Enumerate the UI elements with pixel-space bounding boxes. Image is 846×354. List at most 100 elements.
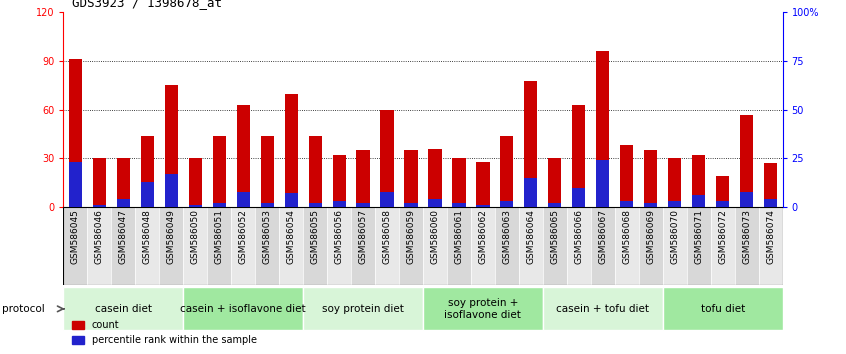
Bar [525,80,537,207]
Text: casein diet: casein diet [95,304,152,314]
Bar [500,201,514,207]
Bar [381,192,393,207]
Bar [117,158,130,207]
Bar [261,136,274,207]
Text: GSM586073: GSM586073 [742,210,751,264]
Text: GSM586063: GSM586063 [503,210,511,264]
Bar [404,150,418,207]
Bar [212,136,226,207]
Bar [237,192,250,207]
Text: GSM586074: GSM586074 [766,210,775,264]
Bar [428,199,442,207]
Bar [764,163,777,207]
Bar [375,207,399,285]
Bar [668,158,681,207]
Text: GSM586068: GSM586068 [623,210,631,264]
Text: GDS3923 / 1398678_at: GDS3923 / 1398678_at [72,0,222,9]
Bar [423,287,543,330]
Text: GSM586072: GSM586072 [718,210,727,264]
Text: protocol: protocol [2,304,45,314]
Bar [356,203,370,207]
Text: GSM586052: GSM586052 [239,210,248,264]
Bar [261,203,274,207]
Text: GSM586047: GSM586047 [119,210,128,264]
Bar [207,207,231,285]
Bar [309,136,321,207]
Text: GSM586066: GSM586066 [574,210,583,264]
Bar [327,207,351,285]
Text: GSM586070: GSM586070 [670,210,679,264]
Bar [255,207,279,285]
Text: soy protein diet: soy protein diet [322,304,404,314]
Bar [423,207,447,285]
Bar [692,155,706,207]
Bar [525,178,537,207]
Bar [184,287,303,330]
Bar [87,207,112,285]
Bar [500,136,514,207]
Bar [543,287,662,330]
Text: GSM586057: GSM586057 [359,210,367,264]
Bar [567,207,591,285]
Bar [303,207,327,285]
Bar [615,207,639,285]
Text: tofu diet: tofu diet [700,304,744,314]
Bar [381,110,393,207]
Bar [117,199,130,207]
Bar [356,150,370,207]
Bar [447,207,471,285]
Bar [63,287,184,330]
Bar [140,182,154,207]
Bar [639,207,662,285]
Bar [184,207,207,285]
Bar [471,207,495,285]
Bar [93,158,106,207]
Bar [404,203,418,207]
Bar [476,205,490,207]
Bar [759,207,783,285]
Bar [453,158,465,207]
Bar [644,150,657,207]
Text: GSM586056: GSM586056 [335,210,343,264]
Bar [309,203,321,207]
Bar [93,205,106,207]
Bar [662,207,687,285]
Bar [548,158,562,207]
Bar [231,207,255,285]
Legend: count, percentile rank within the sample: count, percentile rank within the sample [69,316,261,349]
Bar [740,115,753,207]
Bar [495,207,519,285]
Text: GSM586045: GSM586045 [71,210,80,264]
Bar [548,203,562,207]
Bar [284,93,298,207]
Bar [543,207,567,285]
Text: GSM586055: GSM586055 [310,210,320,264]
Bar [165,174,178,207]
Bar [332,201,346,207]
Text: GSM586071: GSM586071 [695,210,703,264]
Bar [668,201,681,207]
Text: GSM586053: GSM586053 [263,210,272,264]
Text: GSM586051: GSM586051 [215,210,223,264]
Bar [692,195,706,207]
Bar [596,160,609,207]
Bar [453,203,465,207]
Text: casein + tofu diet: casein + tofu diet [557,304,649,314]
Bar [620,201,634,207]
Bar [399,207,423,285]
Text: casein + isoflavone diet: casein + isoflavone diet [180,304,306,314]
Text: GSM586065: GSM586065 [551,210,559,264]
Text: GSM586064: GSM586064 [526,210,536,264]
Bar [212,203,226,207]
Bar [351,207,375,285]
Bar [279,207,303,285]
Bar [189,158,202,207]
Bar [591,207,615,285]
Bar [63,207,87,285]
Text: GSM586058: GSM586058 [382,210,392,264]
Bar [69,59,82,207]
Bar [620,145,634,207]
Bar [135,207,159,285]
Bar [519,207,543,285]
Bar [716,176,729,207]
